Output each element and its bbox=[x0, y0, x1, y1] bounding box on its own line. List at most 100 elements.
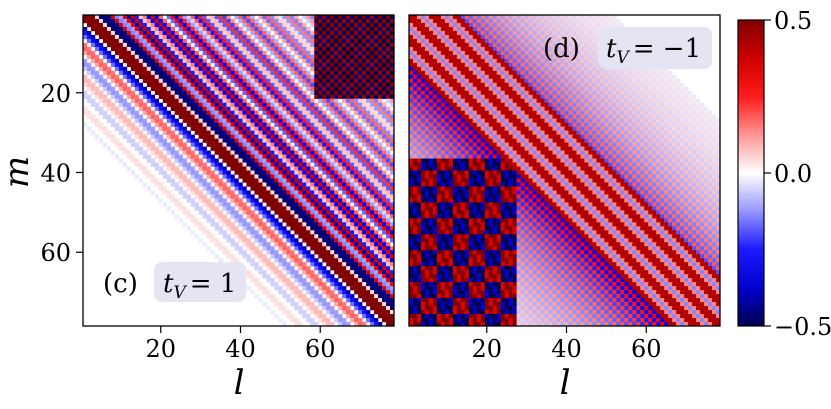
heatmap-cell bbox=[358, 78, 363, 84]
heatmap-cell bbox=[254, 30, 259, 36]
heatmap-cell bbox=[338, 142, 343, 147]
heatmap-cell bbox=[258, 298, 263, 303]
heatmap-cell bbox=[258, 22, 263, 28]
heatmap-cell bbox=[366, 202, 371, 207]
heatmap-cell bbox=[358, 82, 363, 88]
heatmap-cell bbox=[258, 226, 263, 231]
heatmap-cell bbox=[214, 134, 219, 139]
heatmap-cell bbox=[346, 58, 351, 64]
heatmap-cell bbox=[568, 38, 573, 44]
heatmap-cell bbox=[370, 22, 375, 28]
heatmap-cell bbox=[218, 98, 223, 103]
heatmap-cell bbox=[576, 26, 581, 32]
heatmap-cell bbox=[266, 210, 271, 215]
heatmap-cell bbox=[274, 15, 279, 20]
heatmap-cell bbox=[370, 150, 375, 155]
heatmap-cell bbox=[174, 78, 179, 84]
heatmap-cell bbox=[350, 178, 355, 183]
heatmap-cell bbox=[548, 38, 553, 44]
heatmap-cell bbox=[350, 190, 355, 195]
heatmap-cell bbox=[310, 234, 315, 239]
heatmap-cell bbox=[390, 254, 394, 259]
heatmap-cell bbox=[314, 146, 319, 151]
heatmap-cell bbox=[314, 86, 319, 92]
heatmap-cell bbox=[350, 82, 355, 88]
heatmap-cell bbox=[222, 70, 227, 76]
heatmap-cell bbox=[278, 114, 283, 119]
heatmap-cell bbox=[170, 114, 175, 119]
heatmap-cell bbox=[238, 106, 243, 111]
heatmap-cell bbox=[250, 178, 255, 183]
heatmap-cell bbox=[218, 38, 223, 44]
heatmap-cell bbox=[334, 214, 339, 219]
heatmap-cell bbox=[318, 254, 323, 259]
heatmap-cell bbox=[342, 178, 347, 183]
heatmap-cell bbox=[580, 38, 585, 44]
heatmap-cell bbox=[342, 118, 347, 123]
heatmap-cell bbox=[354, 134, 359, 139]
heatmap-cell bbox=[138, 38, 144, 44]
heatmap-cell bbox=[310, 202, 315, 207]
heatmap-cell bbox=[390, 166, 394, 171]
heatmap-cell bbox=[354, 266, 359, 271]
heatmap-cell bbox=[596, 26, 601, 32]
heatmap-cell bbox=[190, 202, 195, 207]
heatmap-cell bbox=[134, 82, 140, 88]
heatmap-cell bbox=[354, 66, 359, 72]
heatmap-cell bbox=[138, 106, 144, 111]
heatmap-cell bbox=[334, 190, 339, 195]
heatmap-cell bbox=[198, 38, 203, 44]
heatmap-cell bbox=[174, 74, 179, 80]
heatmap-cell bbox=[370, 318, 375, 323]
heatmap-cell bbox=[286, 238, 291, 243]
heatmap-cell bbox=[250, 46, 255, 52]
heatmap-cell bbox=[576, 38, 581, 44]
heatmap-cell bbox=[334, 298, 339, 303]
heatmap-cell bbox=[218, 46, 223, 52]
heatmap-cell bbox=[150, 146, 156, 151]
heatmap-cell bbox=[358, 58, 363, 64]
heatmap-cell bbox=[302, 142, 307, 147]
heatmap-cell bbox=[362, 70, 367, 76]
heatmap-cell bbox=[382, 18, 387, 24]
heatmap-cell bbox=[262, 70, 267, 76]
heatmap-cell bbox=[186, 15, 191, 20]
heatmap-cell bbox=[246, 62, 251, 68]
heatmap-cell bbox=[314, 58, 319, 64]
heatmap-cell bbox=[214, 118, 219, 123]
heatmap-cell bbox=[234, 170, 239, 175]
heatmap-cell bbox=[262, 94, 267, 99]
heatmap-cell bbox=[190, 78, 195, 84]
heatmap-cell bbox=[242, 218, 247, 223]
heatmap-cell bbox=[290, 34, 295, 40]
heatmap-cell bbox=[214, 90, 219, 95]
heatmap-cell bbox=[286, 94, 291, 99]
heatmap-cell bbox=[166, 194, 171, 199]
heatmap-cell bbox=[314, 218, 319, 223]
heatmap-cell bbox=[214, 30, 219, 36]
heatmap-cell bbox=[298, 166, 303, 171]
heatmap-cell bbox=[130, 66, 136, 72]
heatmap-cell bbox=[346, 62, 351, 68]
heatmap-cell bbox=[452, 22, 458, 28]
heatmap-cell bbox=[588, 26, 593, 32]
heatmap-cell bbox=[134, 158, 140, 163]
heatmap-cell bbox=[126, 46, 132, 52]
heatmap-cell bbox=[222, 130, 227, 135]
heatmap-cell bbox=[234, 202, 239, 207]
heatmap-cell bbox=[138, 18, 144, 24]
heatmap-cell bbox=[226, 222, 231, 227]
heatmap-cell bbox=[382, 266, 387, 271]
heatmap-cell bbox=[306, 242, 311, 247]
heatmap-cell bbox=[230, 138, 235, 143]
heatmap-cell bbox=[390, 110, 394, 115]
heatmap-cell bbox=[238, 66, 243, 72]
heatmap-cell bbox=[362, 74, 367, 80]
heatmap-cell bbox=[242, 146, 247, 151]
heatmap-cell bbox=[374, 234, 379, 239]
heatmap-cell bbox=[222, 66, 227, 72]
heatmap-cell bbox=[350, 15, 355, 20]
heatmap-cell bbox=[480, 62, 486, 68]
heatmap-cell bbox=[266, 262, 271, 267]
